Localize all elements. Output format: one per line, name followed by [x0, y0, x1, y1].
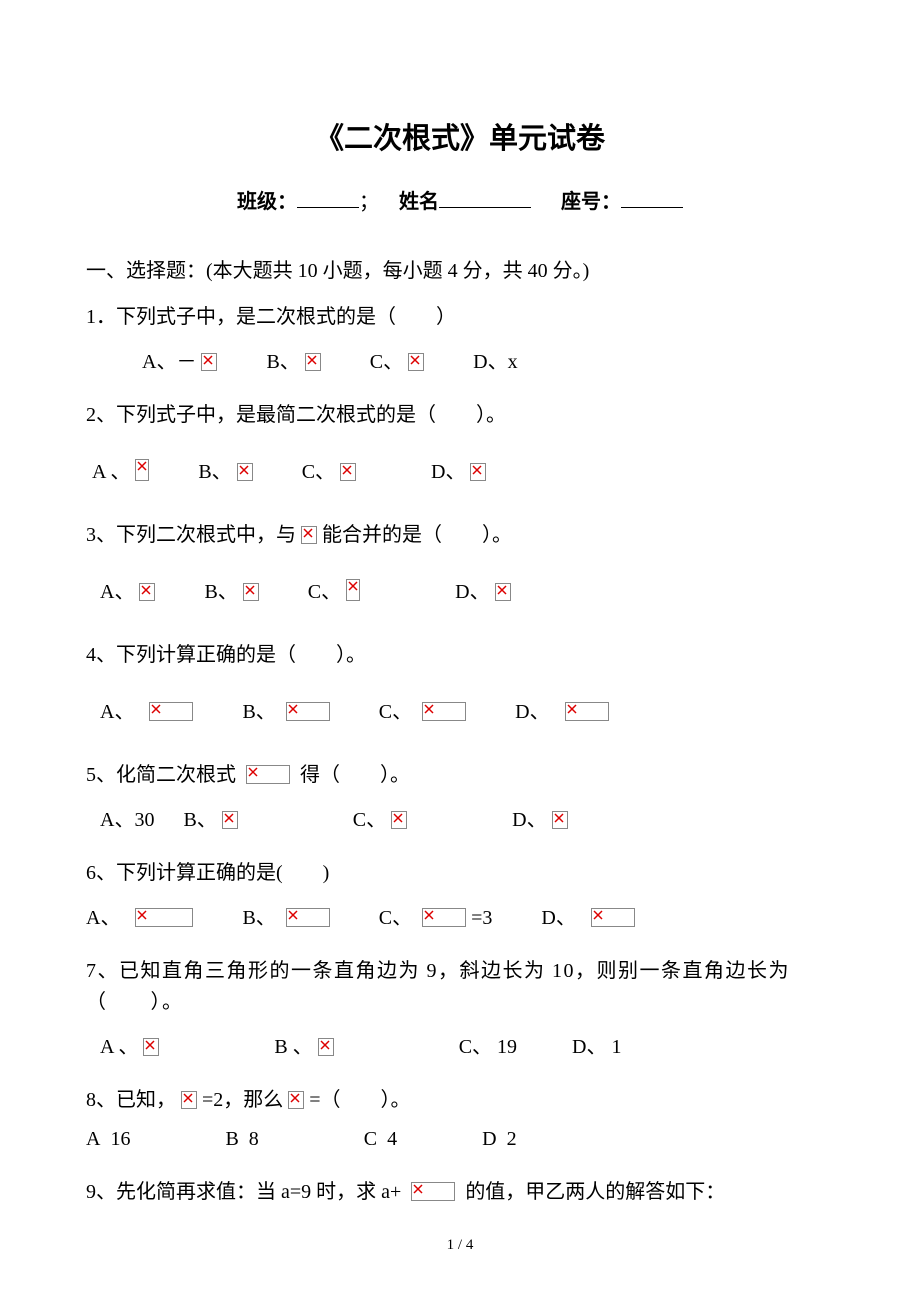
broken-image-icon: [411, 1182, 455, 1201]
q9-text: 9、先化简再求值：当 a=9 时，求 a+ 的值，甲乙两人的解答如下：: [86, 1177, 834, 1208]
broken-image-icon: [286, 702, 330, 721]
question-3: 3、下列二次根式中，与 能合并的是（ ）。: [86, 520, 834, 551]
question-7: 7、已知直角三角形的一条直角边为 9，斜边长为 10，则别一条直角边长为（ ）。: [86, 956, 834, 1018]
q5-opt-a: A、30: [100, 803, 154, 832]
q5-options: A、30 B、 C、 D、: [86, 803, 834, 832]
q8-opt-c: C 4: [364, 1128, 397, 1151]
q4-opt-b: B、: [242, 695, 329, 724]
q1-opt-b: B、: [266, 345, 320, 374]
q3-opt-a: A、: [100, 575, 155, 604]
q1-opt-d: D、x: [473, 345, 517, 374]
broken-image-icon: [340, 463, 356, 481]
seat-label: 座号：: [561, 191, 621, 213]
broken-image-icon: [408, 353, 424, 371]
broken-image-icon: [139, 583, 155, 601]
broken-image-icon: [301, 526, 317, 544]
q6-options: A、 B、 C、 =3 D、: [86, 901, 834, 930]
q2-opt-b: B、: [198, 455, 252, 484]
question-1: 1．下列式子中，是二次根式的是（ ）: [86, 302, 834, 333]
q5-opt-d: D、: [512, 803, 567, 832]
broken-image-icon: [135, 908, 193, 927]
q5-text: 5、化简二次根式 得（ ）。: [86, 760, 834, 791]
q2-options: A 、 B、 C、 D、: [86, 455, 834, 484]
class-label: 班级：: [237, 191, 297, 213]
broken-image-icon: [246, 765, 290, 784]
question-9: 9、先化简再求值：当 a=9 时，求 a+ 的值，甲乙两人的解答如下：: [86, 1177, 834, 1208]
q6-opt-c: C、 =3: [379, 901, 493, 930]
q1-opt-a: A、－: [142, 345, 217, 374]
q1-opt-c: C、: [370, 345, 424, 374]
q4-opt-d: D、: [515, 695, 608, 724]
q3-opt-d: D、: [455, 575, 510, 604]
semicolon: ；: [359, 191, 379, 213]
q5-opt-b: B、: [183, 803, 237, 832]
name-label: 姓名: [399, 191, 439, 213]
q8-text: 8、已知， =2，那么 =（ ）。: [86, 1085, 834, 1116]
broken-image-icon: [143, 1038, 159, 1056]
q2-opt-a: A 、: [92, 455, 149, 484]
q5-opt-c: C、: [353, 803, 407, 832]
broken-image-icon: [422, 702, 466, 721]
broken-image-icon: [591, 908, 635, 927]
q7-opt-d: D、 1: [572, 1030, 621, 1059]
broken-image-icon: [565, 702, 609, 721]
broken-image-icon: [288, 1091, 304, 1109]
broken-image-icon: [552, 811, 568, 829]
q2-text: 2、下列式子中，是最简二次根式的是（ ）。: [86, 400, 834, 431]
q1-text: 1．下列式子中，是二次根式的是（ ）: [86, 302, 834, 333]
broken-image-icon: [201, 353, 217, 371]
question-8: 8、已知， =2，那么 =（ ）。: [86, 1085, 834, 1116]
class-blank: [297, 187, 359, 208]
q8-opt-d: D 2: [482, 1128, 516, 1151]
q7-opt-b: B 、: [274, 1030, 333, 1059]
q3-options: A、 B、 C、 D、: [86, 575, 834, 604]
broken-image-icon: [237, 463, 253, 481]
broken-image-icon: [243, 583, 259, 601]
q1-options: A、－ B、 C、 D、x: [86, 345, 834, 374]
name-blank: [439, 187, 531, 208]
info-line: 班级： ； 姓名 座号：: [86, 185, 834, 214]
q4-options: A、 B、 C、 D、: [86, 695, 834, 724]
q8-options: A 16 B 8 C 4 D 2: [86, 1128, 834, 1151]
question-4: 4、下列计算正确的是（ ）。: [86, 640, 834, 671]
section-1-head: 一、选择题：(本大题共 10 小题，每小题 4 分，共 40 分。): [86, 256, 834, 286]
page: 《二次根式》单元试卷 班级： ； 姓名 座号： 一、选择题：(本大题共 10 小题…: [0, 0, 920, 1302]
q3-opt-c: C、: [308, 575, 360, 604]
q8-opt-b: B 8: [225, 1128, 258, 1151]
broken-image-icon: [135, 459, 149, 481]
broken-image-icon: [286, 908, 330, 927]
question-2: 2、下列式子中，是最简二次根式的是（ ）。: [86, 400, 834, 431]
q6-opt-d: D、: [541, 901, 634, 930]
q3-opt-b: B、: [204, 575, 258, 604]
question-6: 6、下列计算正确的是( ): [86, 858, 834, 889]
q8-opt-a: A 16: [86, 1128, 130, 1151]
q7-options: A 、 B 、 C、 19 D、 1: [86, 1030, 834, 1059]
page-footer: 1 / 4: [0, 1237, 920, 1254]
q4-text: 4、下列计算正确的是（ ）。: [86, 640, 834, 671]
broken-image-icon: [181, 1091, 197, 1109]
broken-image-icon: [495, 583, 511, 601]
broken-image-icon: [346, 579, 360, 601]
q6-text: 6、下列计算正确的是( ): [86, 858, 834, 889]
q6-opt-a: A、: [86, 901, 193, 930]
q4-opt-a: A、: [100, 695, 193, 724]
q2-opt-c: C、: [302, 455, 356, 484]
doc-title: 《二次根式》单元试卷: [86, 115, 834, 157]
question-5: 5、化简二次根式 得（ ）。: [86, 760, 834, 791]
q7-opt-c: C、 19: [459, 1030, 517, 1059]
q7-opt-a: A 、: [100, 1030, 159, 1059]
broken-image-icon: [149, 702, 193, 721]
broken-image-icon: [422, 908, 466, 927]
broken-image-icon: [318, 1038, 334, 1056]
q2-opt-d: D、: [431, 455, 486, 484]
broken-image-icon: [222, 811, 238, 829]
q3-text: 3、下列二次根式中，与 能合并的是（ ）。: [86, 520, 834, 551]
broken-image-icon: [470, 463, 486, 481]
broken-image-icon: [305, 353, 321, 371]
seat-blank: [621, 187, 683, 208]
q6-opt-b: B、: [242, 901, 329, 930]
broken-image-icon: [391, 811, 407, 829]
q7-text: 7、已知直角三角形的一条直角边为 9，斜边长为 10，则别一条直角边长为（ ）。: [86, 956, 834, 1018]
q4-opt-c: C、: [379, 695, 466, 724]
